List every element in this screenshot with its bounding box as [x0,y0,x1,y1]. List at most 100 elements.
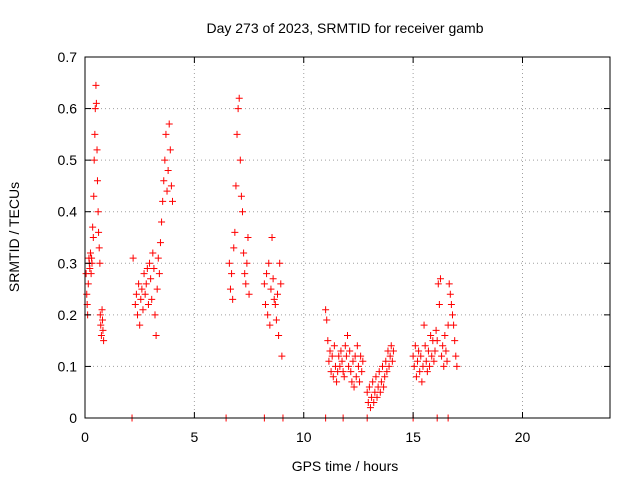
data-point [453,362,461,370]
data-point [151,311,159,319]
data-point [322,306,330,314]
data-point [241,270,249,278]
y-tick-label: 0.4 [58,204,78,220]
data-point [358,368,366,376]
data-point [376,388,384,396]
y-tick-label: 0 [69,410,77,426]
data-point [141,290,149,298]
data-point [438,352,446,360]
data-point [98,306,106,314]
data-point [229,295,237,303]
data-point [379,362,386,370]
plot-frame [84,56,611,419]
data-point [148,295,156,303]
data-point [160,177,168,185]
data-point [92,81,100,89]
data-point [165,120,173,128]
data-point [348,378,356,386]
data-point [86,264,94,272]
data-point [420,321,428,329]
data-point [134,311,141,319]
data-point [380,383,388,391]
chart-title: Day 273 of 2023, SRMTID for receiver gam… [206,20,483,36]
x-tick-label: 5 [190,429,198,445]
data-point [99,326,107,334]
data-point [166,146,174,154]
data-point [268,234,276,241]
data-point [232,182,240,190]
data-point [271,301,279,309]
x-tick-labels: 0 5 10 15 20 [81,429,530,445]
data-point [278,352,286,360]
data-point [95,244,103,252]
data-point [446,290,454,298]
data-point [139,306,147,314]
data-point [414,357,421,365]
data-point [142,280,150,288]
data-point [275,331,283,339]
grid [85,57,610,418]
data-point [87,270,95,278]
data-point [163,187,171,195]
data-point [430,357,438,365]
data-point [381,373,389,381]
y-tick-label: 0.1 [58,358,78,374]
x-tick-label: 10 [296,429,312,445]
data-point [138,285,146,293]
data-point [235,94,243,102]
data-point [225,259,233,267]
data-point [239,208,246,216]
data-point [89,234,97,241]
data-point [161,156,169,164]
data-point [335,352,343,360]
data-point [264,311,272,319]
data-point [90,192,98,200]
data-point [424,347,432,355]
data-point [387,342,395,350]
data-point [83,290,91,298]
data-point [447,301,455,309]
data-point [272,316,280,324]
x-tick-label: 15 [405,429,421,445]
data-point [339,368,347,376]
data-point [442,347,450,355]
data-point [100,337,108,345]
data-point [342,352,350,360]
data-point [337,347,345,355]
data-point [350,383,358,391]
data-point [158,218,166,226]
data-point [452,352,460,360]
data-point [263,270,271,278]
data-point [137,295,145,303]
data-point [431,347,439,355]
data-point [445,280,453,288]
data-point [412,373,420,381]
data-point [370,399,378,407]
data-point [261,301,269,309]
data-point [428,352,436,360]
data-point [359,357,367,365]
data-point [270,295,278,303]
data-point [95,228,103,236]
data-point [131,301,139,309]
data-point [418,378,426,386]
data-point [357,352,365,360]
data-point [325,357,333,365]
data-point [419,362,427,370]
data-point [266,321,274,329]
data-point [345,362,353,370]
data-point [347,368,355,376]
x-axis-label: GPS time / hours [292,458,399,474]
data-point [338,357,346,365]
data-point [433,337,441,345]
data-point [140,270,148,278]
data-point [341,342,349,350]
data-point [96,259,104,267]
data-point [164,166,172,174]
data-point [147,275,155,283]
data-point [96,311,104,319]
data-point [439,342,447,350]
data-point [242,280,250,288]
data-point [231,228,239,236]
data-point [159,197,167,205]
